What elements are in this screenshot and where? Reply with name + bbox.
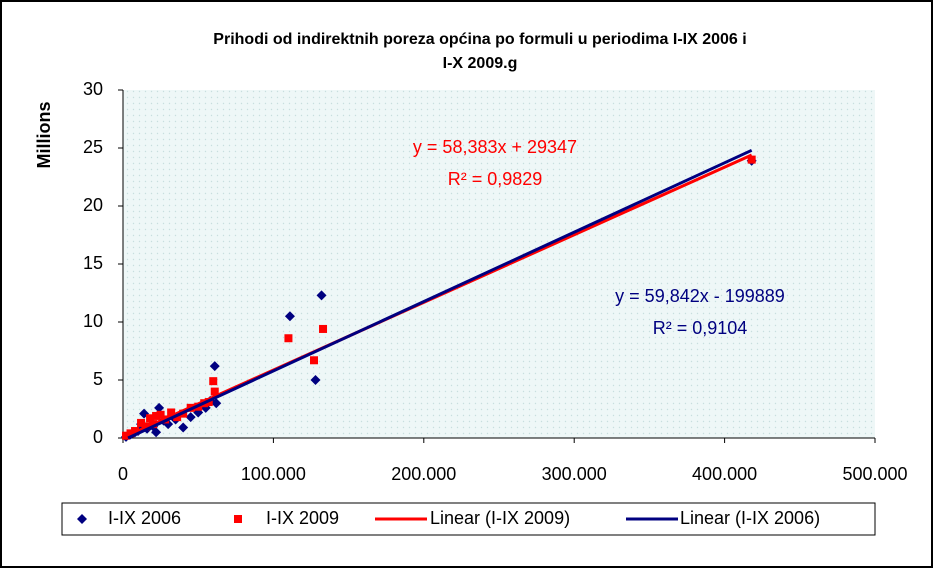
diamond-marker: [209, 361, 220, 372]
square-marker: [284, 334, 293, 343]
square-marker: [319, 324, 328, 333]
y-tick-label: 20: [83, 195, 103, 215]
diamond-marker: [316, 290, 327, 301]
square-marker: [156, 410, 165, 419]
diamond-marker: [310, 375, 321, 385]
legend-label: I-IX 2006: [108, 508, 181, 528]
trend-equation: R² = 0,9104: [653, 318, 748, 338]
square-marker: [146, 414, 155, 423]
y-tick-label: 10: [83, 311, 103, 331]
y-tick-label: 30: [83, 79, 103, 99]
trend-line: [127, 148, 753, 440]
y-tick-label: 5: [93, 369, 103, 389]
trend-equation: y = 58,383x + 29347: [413, 137, 577, 157]
x-tick-label: 300.000: [542, 464, 607, 484]
square-marker: [137, 418, 146, 427]
square-marker: [747, 155, 756, 164]
trend-equation: y = 59,842x - 199889: [615, 286, 785, 306]
y-tick-label: 0: [93, 427, 103, 447]
diamond-marker: [151, 427, 162, 438]
square-marker: [209, 377, 218, 386]
legend: [61, 502, 876, 536]
x-tick-label: 400.000: [692, 464, 757, 484]
legend-label: I-IX 2009: [266, 508, 339, 528]
square-marker: [234, 515, 242, 523]
diamond-marker: [77, 514, 87, 524]
square-marker: [152, 411, 161, 420]
legend-label: Linear (I-IX 2009): [430, 508, 570, 528]
y-axis-label: Millions: [34, 102, 54, 169]
x-tick-label: 100.000: [241, 464, 306, 484]
diamond-marker: [154, 402, 165, 413]
square-marker: [310, 356, 319, 365]
square-marker: [173, 413, 182, 422]
chart-title: Prihodi od indirektnih poreza općina po …: [213, 31, 746, 48]
diamond-marker: [178, 422, 189, 433]
y-tick-label: 15: [83, 253, 103, 273]
y-tick-label: 25: [83, 137, 103, 157]
square-marker: [167, 408, 176, 417]
x-tick-label: 0: [118, 464, 128, 484]
diamond-marker: [284, 311, 295, 322]
x-tick-label: 200.000: [391, 464, 456, 484]
chart-title: I-X 2009.g: [443, 55, 518, 72]
legend-label: Linear (I-IX 2006): [680, 508, 820, 528]
diamond-marker: [185, 412, 196, 423]
trend-equation: R² = 0,9829: [448, 169, 543, 189]
x-tick-label: 500.000: [842, 464, 907, 484]
square-marker: [210, 387, 219, 396]
